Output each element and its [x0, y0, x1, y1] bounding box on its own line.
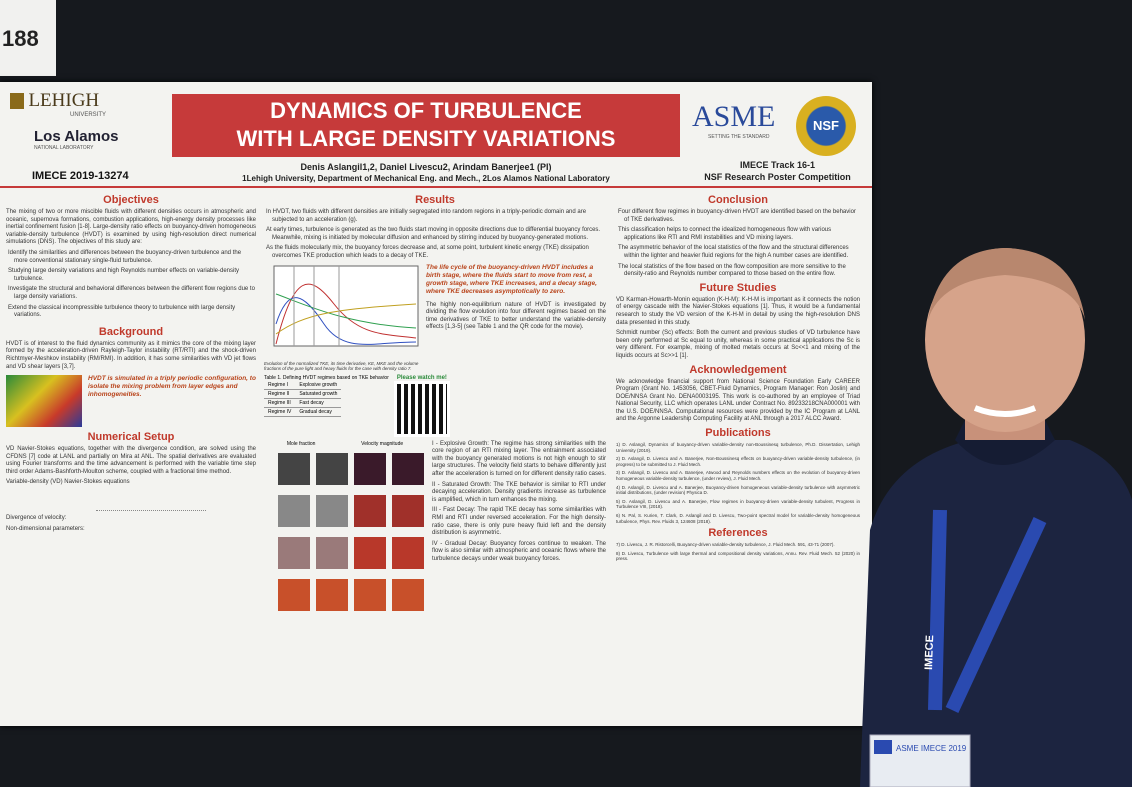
publication: 3) D. Aslangil, D. Livescu and A. Banerj… [616, 470, 860, 482]
person: IMECE ASME IMECE 2019 [860, 248, 1132, 787]
cell: Regime I [264, 380, 296, 390]
cell: Saturated growth [295, 389, 342, 399]
bullet: At early times, turbulence is generated … [266, 227, 601, 241]
qr-code [393, 380, 450, 437]
tke-figure [273, 265, 419, 347]
paragraph: VD Navier-Stokes equations, together wit… [6, 446, 256, 475]
regime-text: II - Saturated Growth: The TKE behavior … [432, 481, 606, 503]
image-label: Velocity magnitude [361, 440, 404, 447]
bullet: In HVDT, two fluids with different densi… [266, 209, 587, 223]
nsf-logo: NSF [796, 96, 856, 156]
booth-number: 188 [2, 26, 39, 51]
title-line: WITH LARGE DENSITY VARIATIONS [236, 126, 616, 151]
section-heading: Acknowledgement [689, 363, 787, 376]
bullet: Studying large density variations and hi… [8, 268, 240, 282]
section-heading: Objectives [103, 194, 159, 206]
section-heading: Publications [705, 427, 771, 440]
bullet: This classification helps to connect the… [618, 227, 832, 241]
image-label: Mole fraction [286, 440, 316, 447]
cell: Regime IV [264, 407, 296, 417]
section-heading: Results [415, 194, 455, 206]
bullet: Investigate the structural and behaviora… [8, 286, 255, 300]
note: HVDT is simulated in a triply periodic c… [88, 375, 256, 399]
left-column: Objectives The mixing of two or more mis… [6, 192, 256, 722]
figure-caption: Evolution of the normalized TKE, its tim… [264, 360, 419, 372]
affiliations: 1Lehigh University, Department of Mechan… [242, 174, 610, 183]
badge-text: ASME IMECE 2019 [896, 744, 967, 753]
section-heading: Conclusion [708, 194, 768, 206]
lehigh-text: LEHIGH [28, 90, 100, 111]
bullet: As the fluids molecularly mix, the buoya… [266, 245, 589, 259]
poster: LEHIGH UNIVERSITY Los Alamos NATIONAL LA… [0, 82, 872, 726]
paragraph: We acknowledge financial support from Na… [616, 378, 860, 423]
paragraph: The mixing of two or more miscible fluid… [6, 209, 256, 246]
regime-text: IV - Gradual Decay: Buoyancy forces cont… [432, 540, 606, 562]
los-alamos-sub: NATIONAL LABORATORY [34, 145, 94, 151]
life-cycle: The life cycle of the buoyancy-driven HV… [426, 263, 597, 295]
cell: Fast decay [295, 398, 342, 408]
equation-label: Non-dimensional parameters: [6, 525, 85, 532]
bullet: The asymmetric behavior of the local sta… [618, 245, 849, 259]
booth-sign: 188 [0, 0, 56, 76]
asme-text: ASME [692, 100, 776, 133]
lanyard-text: IMECE [923, 635, 936, 670]
lehigh-logo: LEHIGH UNIVERSITY [10, 90, 160, 118]
equation [96, 490, 206, 512]
bullet: Extend the classical incompressible turb… [8, 304, 236, 319]
table-caption: Table 1. Defining HVDT regimes based on … [264, 374, 389, 381]
regime-table: Regime I Explosive growth Regime II Satura… [264, 380, 342, 417]
cell: Regime III [264, 398, 296, 408]
section-heading: Background [98, 325, 164, 338]
paragraph: HVDT is of interest to the fluid dynamic… [6, 340, 256, 370]
paragraph: The highly non-equilibrium nature of HVD… [426, 301, 606, 331]
right-column: Conclusion Four different flow regimes i… [616, 192, 860, 722]
lehigh-sub: UNIVERSITY [70, 112, 107, 118]
cell: Gradual decay [295, 407, 342, 417]
bullet: The local statistics of the flow based o… [618, 263, 846, 278]
regime-text: III - Fast Decay: The rapid TKE decay ha… [432, 507, 606, 537]
paper-id: IMECE 2019-13274 [32, 170, 129, 182]
simulation-image [6, 375, 82, 428]
los-alamos-text: Los Alamos [34, 128, 119, 145]
publication: 1) D. Aslangil, Dynamics of buoyancy-dri… [616, 442, 860, 453]
los-alamos-logo: Los Alamos NATIONAL LABORATORY [34, 128, 118, 151]
reference: 7) D. Livescu, J. R. Ristorcelli, Buoyan… [616, 542, 835, 548]
title-line: DYNAMICS OF TURBULENCE [270, 98, 582, 123]
section-heading: Numerical Setup [87, 431, 175, 444]
publication: 5) D. Aslangil, D. Livescu and A. Banerj… [616, 498, 860, 510]
title-bar: DYNAMICS OF TURBULENCE WITH LARGE DENSIT… [172, 94, 680, 157]
equation-label: Divergence of velocity: [6, 515, 67, 522]
paragraph: Schmidt number (Sc) effects: Both the cu… [616, 330, 860, 359]
track: IMECE Track 16-1 [739, 160, 816, 170]
regime-text: I - Explosive Growth: The regime has str… [432, 440, 606, 477]
bullet: Four different flow regimes in buoyancy-… [618, 209, 856, 223]
equation-label: Variable-density (VD) Navier-Stokes equa… [6, 479, 130, 486]
header-rule [0, 186, 872, 188]
publication: 6) N. Pal, S. Kurien, T. Clark, D. Aslan… [616, 513, 860, 524]
paragraph: VD Karman-Howarth-Monin equation (K-H-M)… [616, 296, 860, 326]
section-heading: References [708, 527, 768, 540]
cell: Explosive growth [295, 380, 342, 390]
bullet: Identify the similarities and difference… [8, 249, 242, 264]
qr-label: Please watch me! [396, 374, 447, 381]
asme-sub: SETTING THE STANDARD [708, 134, 770, 140]
cube-grid [278, 452, 424, 611]
results-column: Results In HVDT, two fluids with differe… [264, 192, 606, 722]
competition: NSF Research Poster Competition [704, 172, 851, 182]
cell: Regime II [264, 389, 296, 399]
reference: 8) D. Livescu, Turbulence with large the… [616, 550, 860, 562]
publication: 2) D. Aslangil, D. Livescu and A. Banerj… [616, 456, 860, 467]
section-heading: Future Studies [699, 281, 777, 294]
publication: 4) D. Aslangil, D. Livescu and A. Banerj… [616, 484, 860, 496]
asme-logo: ASME SETTING THE STANDARD [692, 100, 775, 140]
authors: Denis Aslangil1,2, Daniel Livescu2, Arin… [300, 162, 552, 172]
